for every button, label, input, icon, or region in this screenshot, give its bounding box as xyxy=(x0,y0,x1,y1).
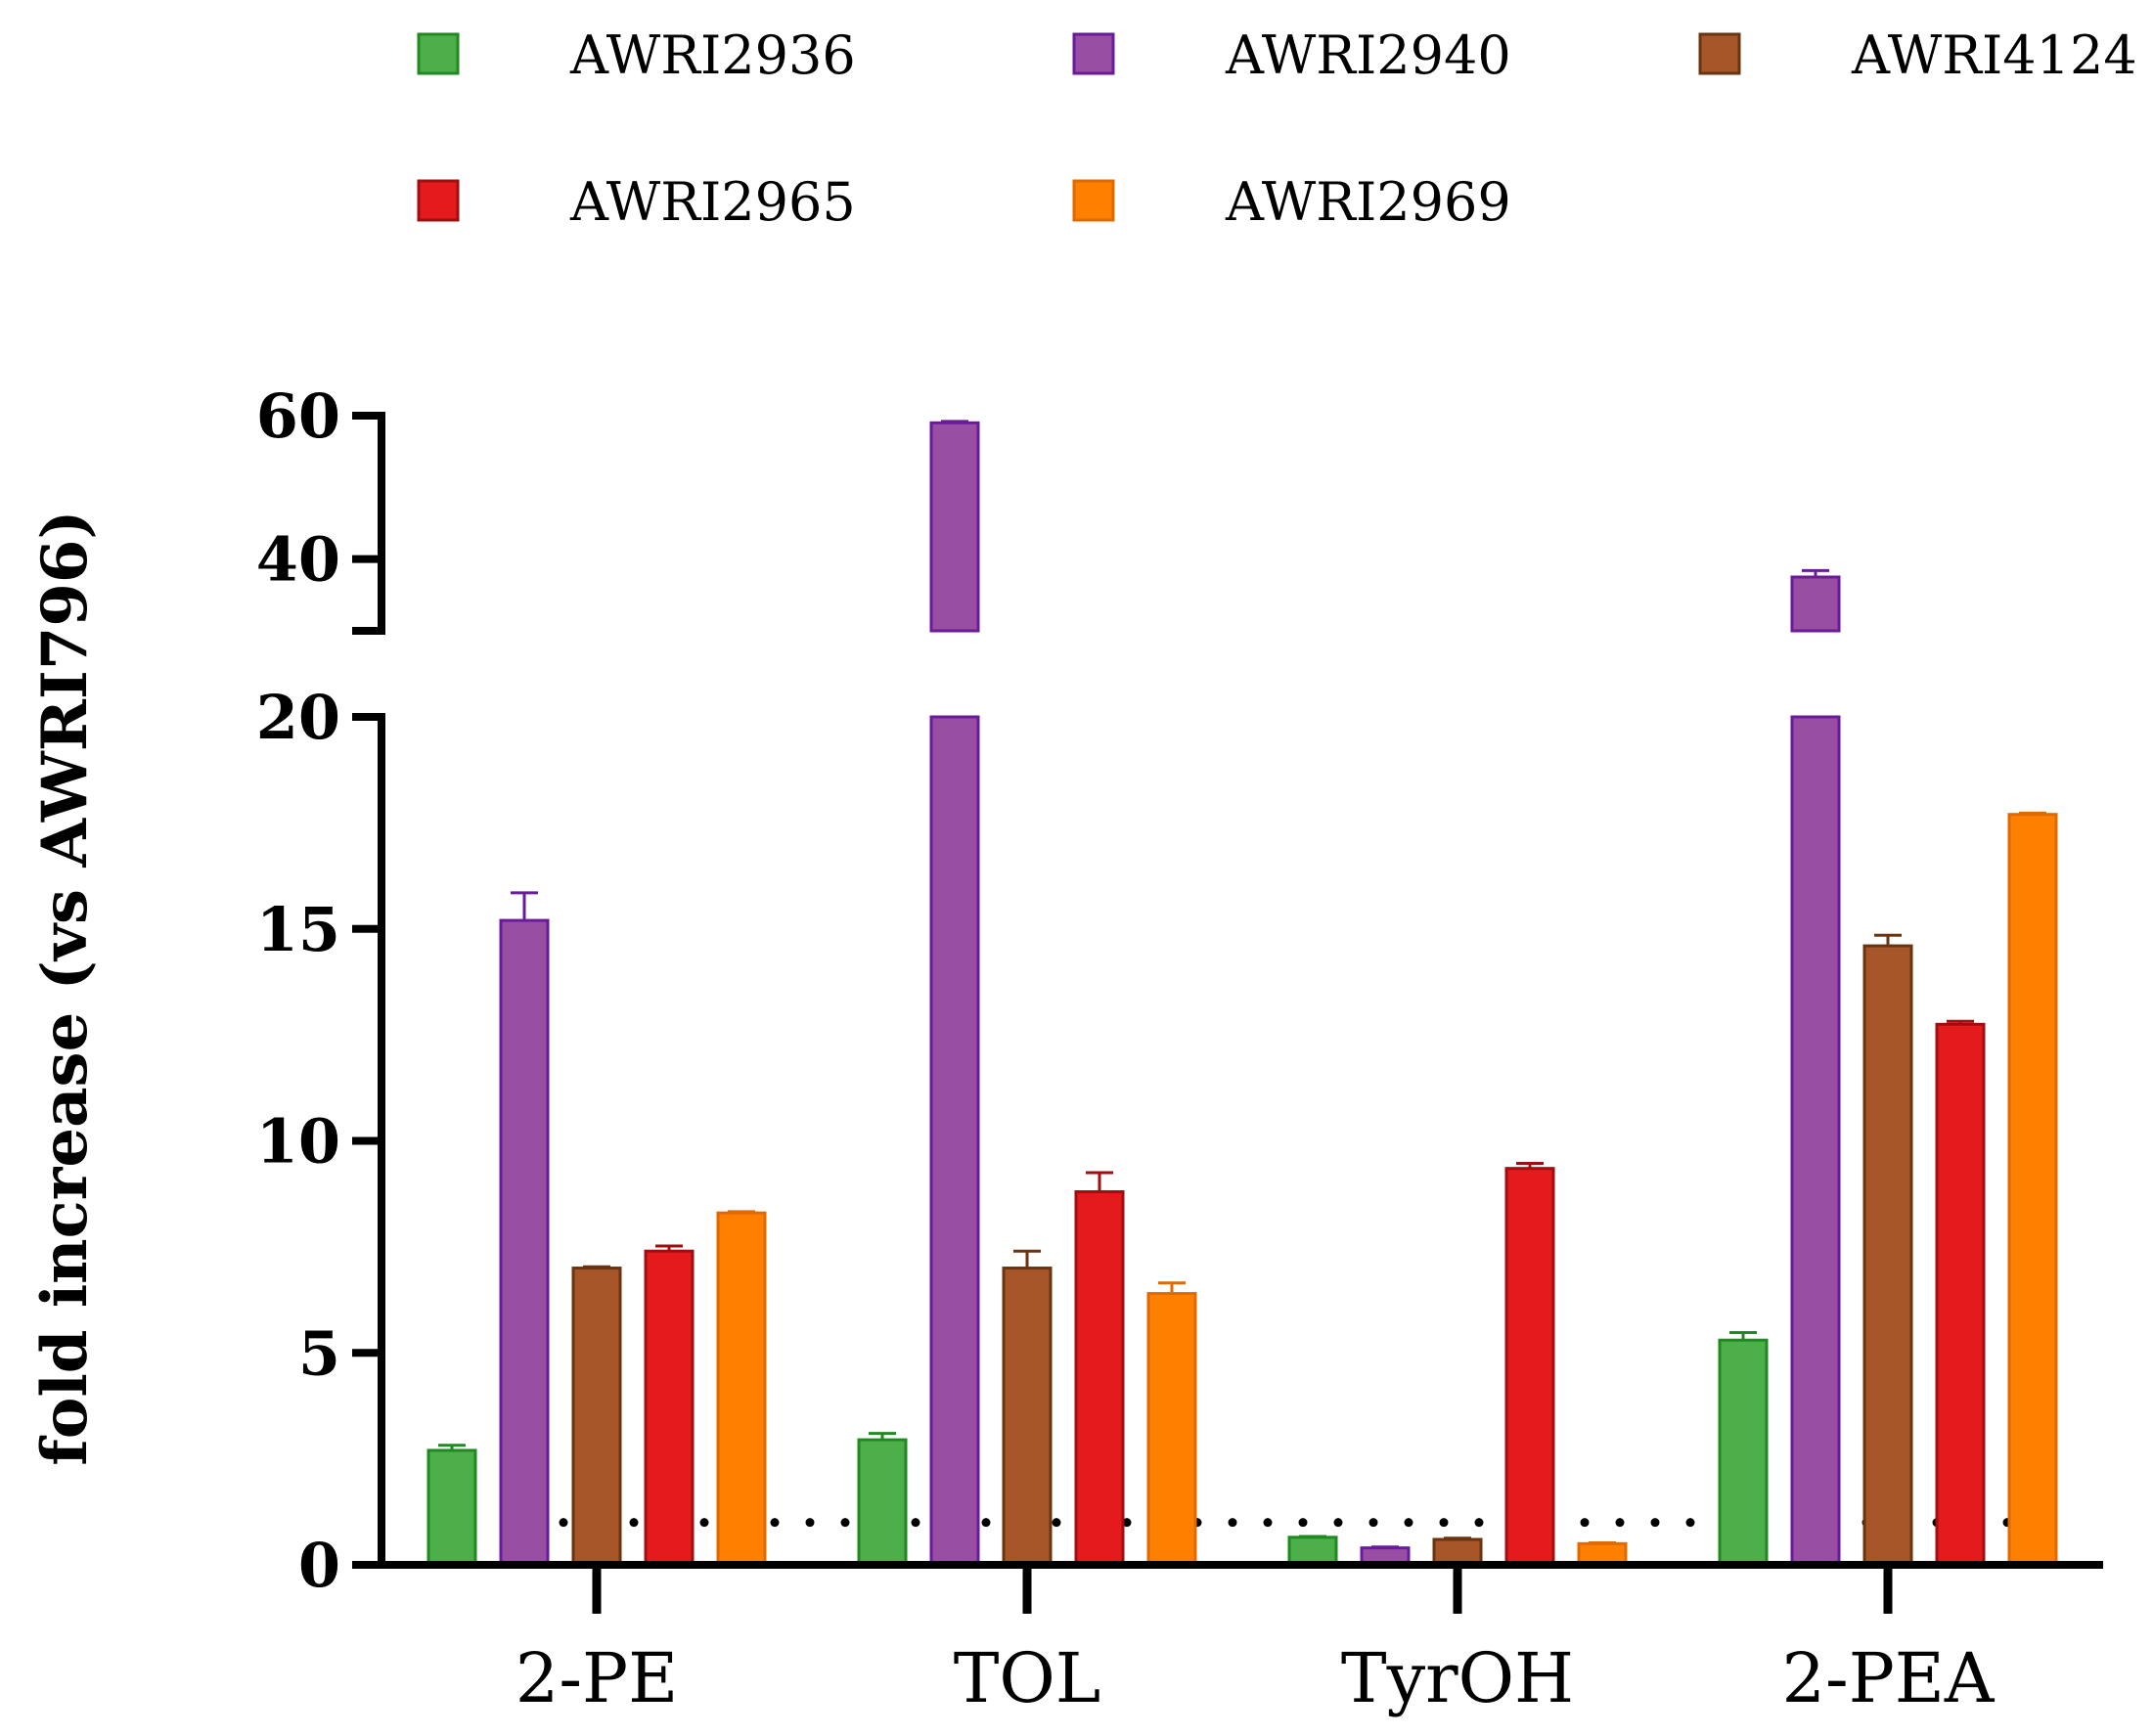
axes-layer: 0 5 10 15 20 40 60 2-PE TOL TyrOH 2-PEA xyxy=(256,380,2103,1718)
legend-swatch-AWRI2965 xyxy=(417,179,460,222)
legend-swatch-AWRI2969 xyxy=(1072,179,1115,222)
y-tick-label-10: 10 xyxy=(256,1106,340,1178)
bars-layer xyxy=(426,420,2058,1567)
x-tick-label-2-PEA: 2-PEA xyxy=(1782,1638,1996,1718)
bar-AWRI4124-2-PEA xyxy=(1862,944,1913,1567)
bar-AWRI2940-2-PE xyxy=(499,918,550,1567)
bar-AWRI4124-TyrOH xyxy=(1432,1537,1483,1567)
legend-swatch-AWRI4124 xyxy=(1698,32,1741,75)
bar-upper-AWRI2940-2-PEA xyxy=(1790,575,1841,633)
y-tick-label-15: 15 xyxy=(256,894,340,965)
legend-swatch-AWRI2936 xyxy=(417,32,460,75)
legend-label-AWRI4124: AWRI4124 xyxy=(1851,24,2137,86)
bar-AWRI2965-2-PEA xyxy=(1935,1022,1986,1567)
bar-AWRI2965-TyrOH xyxy=(1504,1167,1555,1567)
y-tick-label-0: 0 xyxy=(298,1530,340,1601)
legend-label-AWRI2940: AWRI2940 xyxy=(1225,24,1511,86)
y-tick-label-5: 5 xyxy=(298,1317,340,1389)
bar-AWRI2969-2-PE xyxy=(716,1211,767,1567)
legend-label-AWRI2965: AWRI2965 xyxy=(569,171,856,233)
y-tick-label-60: 60 xyxy=(256,380,340,452)
legend-swatch-AWRI2940 xyxy=(1072,32,1115,75)
y-tick-label-20: 20 xyxy=(256,682,340,753)
bar-AWRI4124-TOL xyxy=(1002,1267,1053,1567)
bar-AWRI2936-2-PE xyxy=(426,1448,477,1567)
x-tick-label-TOL: TOL xyxy=(954,1638,1101,1718)
legend-label-AWRI2936: AWRI2936 xyxy=(569,24,856,86)
legend-label-AWRI2969: AWRI2969 xyxy=(1225,171,1511,233)
bar-AWRI2969-TOL xyxy=(1146,1292,1197,1567)
legend: AWRI2936 AWRI2940 AWRI4124 AWRI2965 AWRI2969 xyxy=(417,24,2137,233)
bar-lower-AWRI2940-2-PEA xyxy=(1790,715,1841,1567)
x-tick-label-2-PE: 2-PE xyxy=(516,1638,678,1718)
y-axis-label: fold increase (vs AWRI796) xyxy=(28,510,102,1465)
bar-AWRI2965-TOL xyxy=(1074,1190,1125,1567)
y-tick-label-40: 40 xyxy=(256,524,340,596)
x-tick-label-TyrOH: TyrOH xyxy=(1341,1638,1574,1718)
bar-AWRI4124-2-PE xyxy=(571,1267,622,1567)
bar-AWRI2969-2-PEA xyxy=(2007,813,2058,1567)
bar-upper-AWRI2940-TOL xyxy=(929,421,980,633)
bar-AWRI2936-2-PEA xyxy=(1718,1338,1769,1567)
bar-lower-AWRI2940-TOL xyxy=(929,715,980,1567)
bar-AWRI2965-2-PE xyxy=(644,1249,695,1567)
bar-AWRI2936-TyrOH xyxy=(1287,1536,1338,1567)
bar-AWRI2936-TOL xyxy=(857,1438,908,1567)
